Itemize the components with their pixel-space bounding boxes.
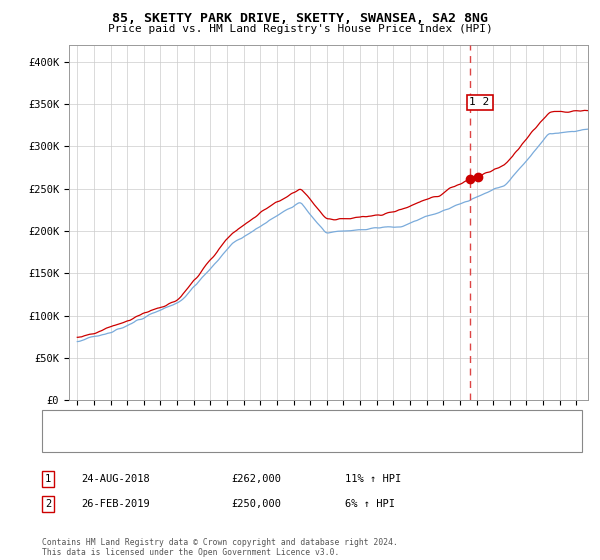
Text: —: — xyxy=(49,431,61,450)
Text: 11% ↑ HPI: 11% ↑ HPI xyxy=(345,474,401,484)
Text: 1: 1 xyxy=(45,474,51,484)
Text: HPI: Average price, detached house, Swansea: HPI: Average price, detached house, Swan… xyxy=(82,436,329,445)
Text: 1 2: 1 2 xyxy=(469,97,490,108)
Text: 85, SKETTY PARK DRIVE, SKETTY, SWANSEA, SA2 8NG (detached house): 85, SKETTY PARK DRIVE, SKETTY, SWANSEA, … xyxy=(82,417,450,426)
Text: 24-AUG-2018: 24-AUG-2018 xyxy=(81,474,150,484)
Text: 26-FEB-2019: 26-FEB-2019 xyxy=(81,499,150,509)
Text: £262,000: £262,000 xyxy=(231,474,281,484)
Text: 2: 2 xyxy=(45,499,51,509)
Text: £250,000: £250,000 xyxy=(231,499,281,509)
Text: Contains HM Land Registry data © Crown copyright and database right 2024.
This d: Contains HM Land Registry data © Crown c… xyxy=(42,538,398,557)
Text: 85, SKETTY PARK DRIVE, SKETTY, SWANSEA, SA2 8NG: 85, SKETTY PARK DRIVE, SKETTY, SWANSEA, … xyxy=(112,12,488,25)
Text: —: — xyxy=(49,412,61,431)
Text: 6% ↑ HPI: 6% ↑ HPI xyxy=(345,499,395,509)
Text: Price paid vs. HM Land Registry's House Price Index (HPI): Price paid vs. HM Land Registry's House … xyxy=(107,24,493,34)
